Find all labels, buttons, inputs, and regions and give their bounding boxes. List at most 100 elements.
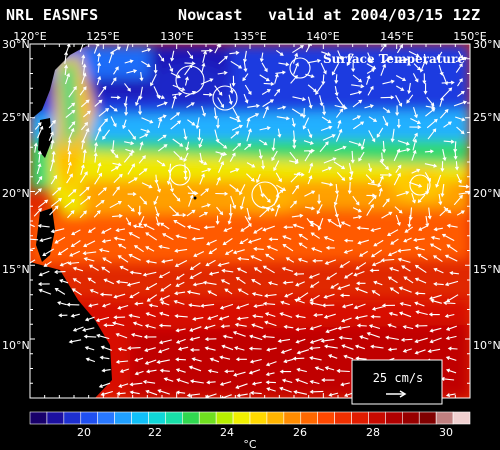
- current-arrow: [454, 161, 459, 171]
- colorbar-swatch: [198, 411, 217, 425]
- current-arrow: [352, 207, 362, 213]
- current-arrow: [443, 300, 456, 305]
- current-arrow: [222, 237, 233, 246]
- current-arrow: [168, 63, 174, 73]
- current-arrow: [132, 224, 144, 229]
- eddy: [175, 65, 205, 95]
- current-arrow: [87, 277, 96, 284]
- current-arrow: [129, 291, 140, 299]
- current-arrow: [327, 219, 339, 227]
- current-arrow: [429, 243, 442, 251]
- colorbar-swatch: [385, 411, 403, 425]
- current-arrow: [289, 200, 298, 209]
- colorbar: [29, 411, 471, 425]
- current-arrow: [39, 237, 52, 243]
- current-arrow: [275, 70, 286, 75]
- current-arrow: [156, 94, 165, 100]
- current-arrow: [119, 265, 129, 271]
- current-arrow: [66, 161, 72, 174]
- current-arrow: [289, 160, 299, 165]
- current-arrow: [424, 163, 438, 168]
- colorbar-tick: 28: [366, 426, 380, 439]
- current-arrow: [354, 287, 368, 294]
- current-arrow: [444, 313, 455, 318]
- current-arrow: [201, 48, 214, 53]
- current-arrow: [395, 214, 401, 226]
- current-arrow: [141, 182, 153, 189]
- current-arrow: [321, 51, 332, 56]
- current-arrow: [354, 344, 365, 350]
- current-arrow: [387, 251, 398, 257]
- current-arrow: [38, 288, 52, 295]
- current-arrow: [253, 304, 264, 309]
- current-arrow: [293, 390, 308, 395]
- current-arrow: [255, 173, 261, 184]
- current-arrow: [189, 336, 200, 342]
- temperature-field: [30, 44, 470, 398]
- current-arrow: [188, 194, 194, 207]
- eddy: [212, 85, 238, 111]
- current-arrow: [205, 259, 216, 267]
- current-arrow: [387, 323, 397, 328]
- current-arrow: [146, 294, 158, 302]
- current-arrow: [67, 150, 72, 163]
- lon-label: 125°E: [86, 30, 119, 43]
- current-arrow: [309, 281, 320, 288]
- current-arrow: [334, 145, 347, 152]
- current-arrow: [230, 131, 240, 139]
- current-arrow: [309, 379, 320, 385]
- current-arrow: [65, 109, 76, 119]
- current-arrow: [96, 333, 110, 340]
- current-arrow: [157, 389, 170, 395]
- current-arrow: [376, 127, 384, 138]
- current-arrow: [386, 229, 399, 237]
- current-arrow: [326, 272, 337, 280]
- current-arrow: [233, 371, 246, 377]
- current-arrow: [349, 90, 363, 96]
- current-arrow: [236, 393, 248, 398]
- current-arrow: [157, 134, 167, 142]
- current-arrow: [216, 118, 220, 129]
- current-arrow: [246, 173, 255, 182]
- current-arrow: [281, 378, 293, 384]
- current-arrow: [191, 357, 202, 362]
- current-arrow: [426, 118, 438, 129]
- current-arrow: [352, 74, 363, 83]
- current-arrow: [393, 148, 401, 162]
- current-arrow: [290, 171, 301, 183]
- current-arrow: [188, 365, 202, 372]
- current-arrow: [207, 369, 219, 374]
- current-arrow: [323, 157, 337, 164]
- current-arrow: [215, 151, 228, 156]
- current-arrow: [112, 213, 123, 218]
- current-arrow: [101, 368, 111, 373]
- current-arrow: [336, 368, 350, 373]
- current-arrow: [316, 204, 323, 215]
- current-arrow: [37, 223, 50, 228]
- current-arrow: [453, 100, 468, 107]
- colorbar-swatch: [114, 411, 132, 425]
- current-arrow: [201, 62, 206, 74]
- current-arrow: [206, 380, 216, 385]
- current-arrow: [201, 105, 206, 117]
- current-arrow: [216, 206, 224, 216]
- current-arrow: [108, 50, 115, 64]
- current-arrow: [457, 90, 465, 97]
- current-arrow: [446, 223, 458, 228]
- current-arrow: [96, 162, 102, 173]
- current-arrow: [265, 361, 277, 367]
- current-arrow: [402, 325, 414, 330]
- lat-label-left: 25°N: [2, 111, 30, 124]
- current-arrow: [80, 99, 90, 108]
- current-arrow: [442, 148, 447, 162]
- current-arrow: [395, 95, 403, 107]
- current-arrow: [189, 262, 201, 271]
- current-arrow: [443, 121, 452, 128]
- current-arrow: [320, 125, 333, 132]
- current-arrow: [117, 243, 127, 249]
- current-arrow: [262, 105, 269, 119]
- current-arrow: [100, 345, 113, 351]
- current-arrow: [348, 140, 363, 147]
- current-arrow: [68, 339, 82, 344]
- current-arrow: [353, 270, 365, 277]
